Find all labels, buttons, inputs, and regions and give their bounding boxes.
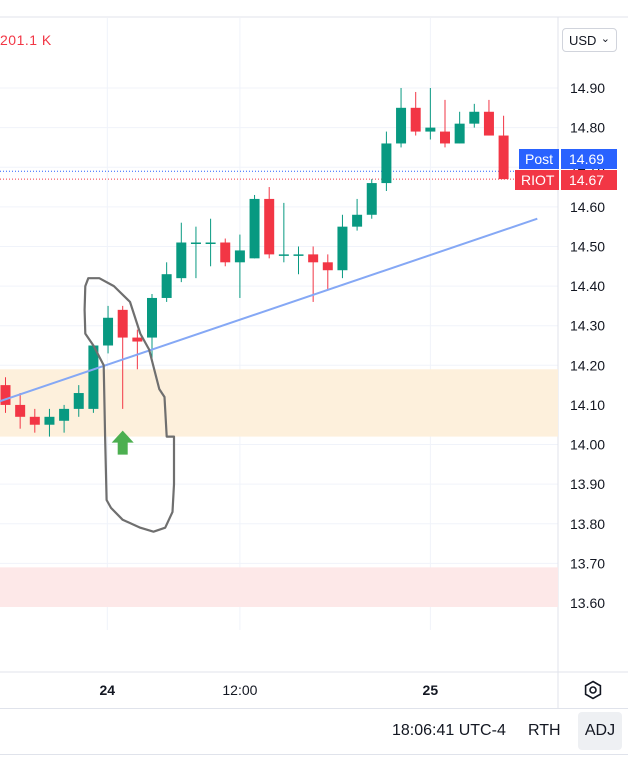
- candle-body[interactable]: [15, 404, 26, 417]
- price-tick-label: 14.90: [570, 80, 605, 96]
- last-value: 14.67: [569, 172, 605, 188]
- price-tick-label: 14.00: [570, 437, 605, 453]
- price-tick-label: 14.30: [570, 318, 605, 334]
- post-label: Post: [525, 151, 554, 167]
- candle-body[interactable]: [440, 131, 450, 144]
- candle-body[interactable]: [293, 254, 304, 256]
- price-tick-label: 13.60: [570, 595, 605, 611]
- adj-button[interactable]: ADJ: [578, 712, 622, 750]
- drawings[interactable]: [0, 217, 538, 533]
- candle-body[interactable]: [176, 242, 187, 279]
- candle-body[interactable]: [322, 262, 333, 271]
- price-tick-label: 14.50: [570, 238, 605, 254]
- price-tick-label: 14.20: [570, 357, 605, 373]
- candle-body[interactable]: [0, 385, 11, 405]
- last-price-tag: RIOT: [515, 170, 559, 190]
- zones: [0, 170, 558, 607]
- lower-zone: [0, 567, 558, 607]
- candle-body[interactable]: [308, 254, 319, 263]
- price-tick-label: 14.40: [570, 278, 605, 294]
- candle-body[interactable]: [234, 250, 245, 263]
- price-tick-label: 14.80: [570, 120, 605, 136]
- price-tick-label: 14.60: [570, 199, 605, 215]
- candle-body[interactable]: [73, 393, 84, 409]
- candle-body[interactable]: [147, 297, 157, 338]
- last-label: RIOT: [521, 172, 555, 188]
- price-tick-label: 13.70: [570, 555, 605, 571]
- candle-body[interactable]: [161, 274, 172, 298]
- candle-body[interactable]: [498, 135, 509, 180]
- settings-gear-icon[interactable]: [583, 680, 603, 700]
- status-bar: [0, 708, 628, 755]
- candle-body[interactable]: [366, 183, 377, 215]
- candle-body[interactable]: [88, 345, 99, 409]
- post-value: 14.69: [569, 151, 605, 167]
- candle-body[interactable]: [337, 226, 348, 271]
- candle-body[interactable]: [469, 111, 480, 124]
- up-arrow-icon[interactable]: [111, 430, 134, 455]
- candle-body[interactable]: [425, 127, 436, 132]
- candle-body[interactable]: [396, 107, 407, 144]
- post-price-value: 14.69: [561, 149, 617, 169]
- candle-body[interactable]: [264, 198, 275, 255]
- candle-body[interactable]: [278, 254, 289, 256]
- candle-body[interactable]: [352, 214, 363, 227]
- currency-button[interactable]: USD ⌄: [562, 28, 617, 52]
- candle-body[interactable]: [190, 242, 201, 245]
- time-tick-label: 25: [423, 682, 439, 698]
- price-axis[interactable]: 14.9014.8014.7014.6014.5014.4014.3014.20…: [570, 80, 605, 611]
- candle-body[interactable]: [381, 143, 392, 184]
- price-tick-label: 13.90: [570, 476, 605, 492]
- candle-body[interactable]: [410, 107, 421, 132]
- candle-body[interactable]: [117, 309, 128, 338]
- candle-body[interactable]: [483, 111, 494, 136]
- candle-body[interactable]: [205, 242, 216, 245]
- time-axis[interactable]: 24 12:00 25: [100, 682, 439, 698]
- time-tick-label: 12:00: [222, 682, 257, 698]
- price-tick-label: 13.80: [570, 516, 605, 532]
- trend-line[interactable]: [0, 217, 538, 437]
- candles[interactable]: [0, 88, 509, 437]
- chart-grid: [0, 16, 628, 708]
- freehand-drawing[interactable]: [83, 277, 176, 533]
- currency-label: USD: [569, 33, 597, 48]
- chevron-down-icon: ⌄: [600, 33, 610, 45]
- candle-body[interactable]: [132, 337, 143, 342]
- candle-body[interactable]: [249, 198, 260, 259]
- clock: 18:06:41 UTC-4: [392, 722, 506, 739]
- candle-body[interactable]: [59, 408, 70, 421]
- volume-label: 201.1 K: [0, 32, 52, 48]
- candle-body[interactable]: [454, 123, 465, 144]
- last-price-value: 14.67: [561, 170, 617, 190]
- post-price-tag: Post: [519, 149, 559, 169]
- bottom-panel: [0, 754, 628, 781]
- price-tick-label: 14.10: [570, 397, 605, 413]
- candle-body[interactable]: [44, 416, 55, 425]
- chart-canvas[interactable]: 14.9014.8014.7014.6014.5014.4014.3014.20…: [0, 0, 628, 708]
- candle-body[interactable]: [103, 317, 114, 346]
- session-button[interactable]: RTH: [528, 722, 561, 739]
- time-tick-label: 24: [100, 682, 116, 698]
- candle-body[interactable]: [29, 416, 40, 425]
- candle-body[interactable]: [220, 242, 231, 263]
